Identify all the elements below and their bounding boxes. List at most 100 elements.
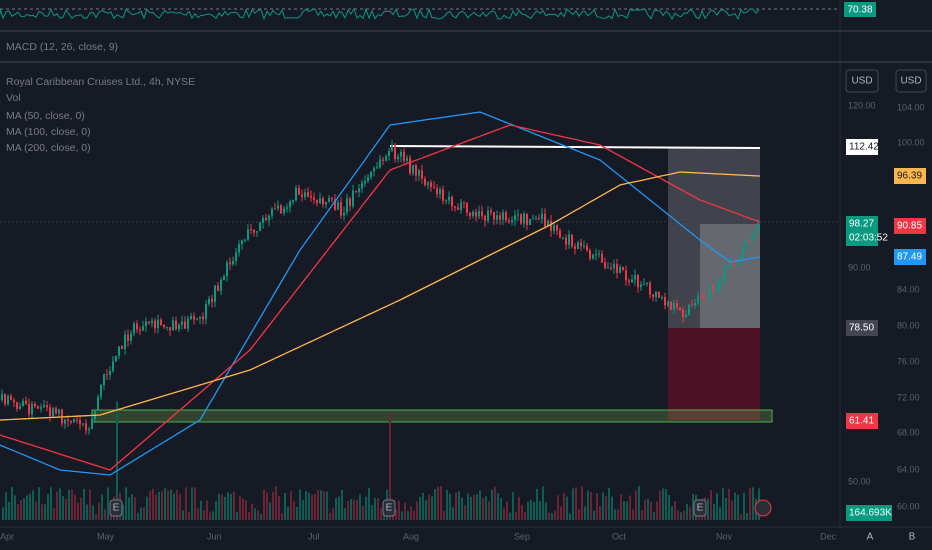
volume-bar: [518, 496, 520, 520]
candle: [370, 171, 372, 177]
volume-bar: [422, 492, 424, 520]
candle: [148, 321, 150, 324]
earnings-marker[interactable]: [382, 499, 396, 517]
candle: [343, 212, 345, 216]
volume-bar: [5, 492, 7, 520]
moving-average: [0, 171, 761, 421]
volume-bar: [305, 491, 307, 520]
volume-bar: [59, 488, 61, 520]
candle: [535, 218, 537, 220]
volume-bar: [236, 512, 238, 520]
candle: [184, 321, 186, 329]
candle: [748, 239, 750, 241]
candle: [559, 230, 561, 238]
volume-bar: [179, 493, 181, 520]
candle: [526, 213, 528, 225]
volume-bar: [224, 496, 226, 520]
volume-bar: [371, 505, 373, 520]
volume-bar: [98, 502, 100, 520]
candle: [100, 384, 102, 397]
earnings-label[interactable]: E: [113, 503, 120, 514]
candle: [31, 403, 33, 415]
volume-bar: [41, 503, 43, 520]
scale-button[interactable]: B: [909, 532, 916, 543]
earnings-label[interactable]: E: [697, 503, 704, 514]
volume-bar: [74, 494, 76, 520]
volume-bar: [560, 506, 562, 520]
axis-label: 76.00: [897, 356, 920, 366]
candle: [259, 222, 261, 231]
volume-bar: [464, 505, 466, 520]
volume-bar: [632, 509, 634, 520]
volume-bar: [479, 490, 481, 520]
candle: [673, 303, 675, 310]
currency[interactable]: USD: [851, 76, 872, 87]
rsi-value: 70.38: [847, 5, 872, 16]
candle: [235, 252, 237, 261]
candle: [88, 429, 90, 431]
x-axis-label: Jun: [207, 531, 222, 541]
volume-bar: [455, 492, 457, 520]
volume-bar: [710, 490, 712, 520]
candle: [379, 159, 381, 168]
candle: [634, 275, 636, 280]
candle: [208, 298, 210, 304]
candle: [568, 234, 570, 245]
volume-bar: [656, 501, 658, 520]
volume-bar: [689, 507, 691, 520]
volume-bar: [440, 486, 442, 520]
x-axis-label: Apr: [0, 531, 14, 541]
x-axis-label: Oct: [612, 531, 627, 541]
volume-bar: [101, 494, 103, 520]
candle: [592, 254, 594, 259]
price-label: 61.41: [849, 416, 874, 427]
candle: [541, 213, 543, 220]
volume-bar: [26, 495, 28, 520]
volume-bar: [515, 511, 517, 520]
volume-bar: [665, 489, 667, 520]
volume-bar: [2, 507, 4, 520]
candle: [112, 361, 114, 371]
earnings-label[interactable]: E: [386, 503, 393, 514]
candle: [493, 212, 495, 220]
volume-bar: [500, 498, 502, 520]
volume-bar: [437, 486, 439, 520]
candle: [625, 270, 627, 281]
volume-bar: [617, 509, 619, 520]
volume-bar: [476, 494, 478, 520]
volume-bar: [20, 500, 22, 520]
volume-bar: [278, 496, 280, 520]
candle: [631, 279, 633, 282]
candle: [268, 215, 270, 221]
candle: [508, 220, 510, 223]
volume-bar: [587, 490, 589, 520]
alert-icon[interactable]: [754, 499, 772, 517]
candle: [190, 316, 192, 319]
volume-bar: [182, 510, 184, 520]
volume-bar: [287, 507, 289, 520]
currency-button[interactable]: [895, 69, 927, 93]
candle: [487, 210, 489, 221]
currency-button[interactable]: [845, 69, 879, 93]
volume-bar: [17, 504, 19, 520]
volume-bar: [611, 496, 613, 520]
candle: [490, 210, 492, 213]
axis-label: 72.00: [897, 392, 920, 402]
volume-bar: [707, 498, 709, 520]
candle: [421, 170, 423, 179]
currency[interactable]: USD: [900, 76, 921, 87]
candle: [118, 346, 120, 356]
volume-bar: [380, 508, 382, 520]
candle: [67, 419, 69, 422]
candle: [136, 323, 138, 330]
scale-button[interactable]: A: [867, 532, 874, 543]
candle: [538, 218, 540, 220]
candle: [373, 168, 375, 172]
volume-bar: [320, 490, 322, 520]
earnings-marker[interactable]: [693, 499, 707, 517]
candle: [223, 276, 225, 281]
earnings-marker[interactable]: [109, 499, 123, 517]
candle: [571, 234, 573, 247]
volume-bar: [419, 496, 421, 520]
candle: [91, 419, 93, 430]
